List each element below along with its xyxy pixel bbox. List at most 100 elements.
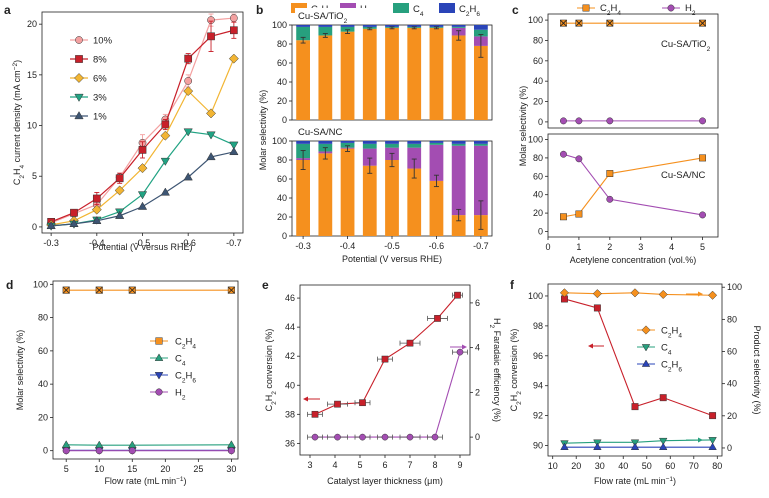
panel-letter: c (512, 3, 519, 17)
legend-label-part: 6 (476, 11, 480, 18)
data-point (708, 437, 717, 445)
legend-label-part: 2 (692, 10, 696, 17)
bar-segment (340, 25, 355, 27)
data-point (160, 187, 170, 196)
legend-swatch (393, 3, 409, 13)
data-point (160, 157, 170, 166)
bar-segment (385, 25, 399, 27)
x-axis-label-part: Flow rate (mL min (594, 476, 666, 486)
subplot-label: Cu-SA/TiO2 (298, 11, 348, 25)
subplot-label: Cu-SA/NC (661, 170, 705, 181)
y-tick-label-right: 80 (727, 314, 737, 324)
y-axis-label: C2H4 current density (mA cm−2) (12, 60, 26, 185)
x-tick-label: 6 (382, 460, 387, 470)
legend-label-part: 4 (678, 332, 682, 339)
x-tick-label: 40 (618, 461, 628, 471)
legend-label-part: 6 (678, 366, 682, 373)
x-tick-label: 5 (700, 242, 705, 252)
x-tick-label: 25 (193, 464, 203, 474)
y-axis-label-group: Molar selectivity (%) (518, 86, 528, 167)
bar-segment (318, 26, 333, 36)
data-point (593, 442, 602, 450)
data-point (137, 163, 148, 174)
series-line (563, 153, 703, 216)
x-axis-label: Catalyst layer thickness (μm) (327, 476, 443, 486)
series-line (51, 151, 234, 227)
data-point (708, 442, 717, 450)
y-tick-label: 0 (32, 222, 37, 232)
y-tick-label: 100 (528, 135, 543, 145)
bar-segment (340, 31, 355, 120)
legend-label-part: 4 (182, 360, 186, 367)
y-tick-label: 60 (533, 56, 543, 66)
bar-segment (429, 180, 444, 236)
bar-segment (407, 25, 422, 27)
data-point (606, 117, 614, 125)
legend-label-part: 6 (192, 377, 196, 384)
legend-label: 8% (93, 55, 107, 66)
bar-segment (385, 27, 399, 121)
bar-segment (385, 141, 399, 144)
data-point (606, 195, 614, 203)
panel-c: 020406080100Cu-SA/TiO2020406080100Cu-SA/… (528, 3, 719, 252)
y-axis-label-part: −2 (12, 63, 19, 71)
bar-segment (362, 165, 377, 236)
bar-segment (340, 148, 355, 236)
data-point (91, 204, 102, 215)
data-point (206, 108, 216, 119)
bar-segment (474, 141, 488, 144)
left-axis-arrowhead (588, 343, 593, 349)
bar-segment (407, 27, 422, 121)
legend-label-part: 2 (182, 377, 186, 384)
data-point (559, 288, 570, 298)
legend-label: 6% (93, 74, 107, 85)
y-tick-label: 36 (285, 438, 295, 448)
y-axis-label-group: C2H2 conversion (%) (509, 329, 523, 412)
y-axis-label-part: 2 (516, 391, 523, 395)
legend-label: C2H6 (661, 360, 682, 374)
data-point (228, 53, 239, 64)
y-tick-label: 80 (38, 313, 48, 323)
legend-label-part: 2 (182, 343, 186, 350)
legend-label: C4 (175, 354, 186, 368)
bar-segment (407, 143, 422, 148)
data-point (115, 174, 124, 183)
bar-segment (429, 25, 444, 27)
data-point (127, 440, 137, 449)
bar-segment (318, 153, 333, 236)
subplot-label-part: 2 (707, 46, 711, 53)
legend-label-part: H (672, 360, 679, 371)
data-point (62, 447, 70, 455)
x-tick-label: 3 (638, 242, 643, 252)
legend-marker (75, 36, 83, 44)
y-tick-label: 98 (533, 321, 543, 331)
legend-label: C4 (413, 4, 424, 18)
y-axis-label: Molar selectivity (%) (258, 90, 268, 171)
x-tick-label: 5 (357, 460, 362, 470)
x-axis-label-part: ) (673, 476, 676, 486)
data-point (381, 433, 389, 441)
x-axis-label: Flow rate (mL min−1) (594, 476, 676, 487)
bar-segment (362, 141, 377, 144)
legend-label: C2H6 (175, 371, 196, 385)
bar-segment (429, 141, 444, 143)
data-point (606, 170, 614, 177)
y-axis-label: Molar selectivity (%) (518, 86, 528, 167)
subplot-label-bg (295, 8, 381, 22)
subplot-label-part: 2 (344, 18, 348, 25)
bar-segment (407, 141, 422, 144)
y-tick-label: 20 (27, 19, 37, 29)
y-tick-label: 40 (533, 76, 543, 86)
x-tick-label: 2 (607, 242, 612, 252)
y-tick-label-right: 4 (475, 343, 480, 353)
bar-segment (429, 144, 444, 181)
legend-label: H2 (685, 3, 696, 17)
right-axis-arrowhead (698, 437, 703, 443)
legend-label: C2H4 (175, 337, 196, 351)
y-tick-label: 40 (277, 77, 287, 87)
legend-label-part: 4 (617, 10, 621, 17)
x-tick-label: 10 (94, 464, 104, 474)
y-axis-label-group: Molar selectivity (%) (15, 330, 25, 411)
